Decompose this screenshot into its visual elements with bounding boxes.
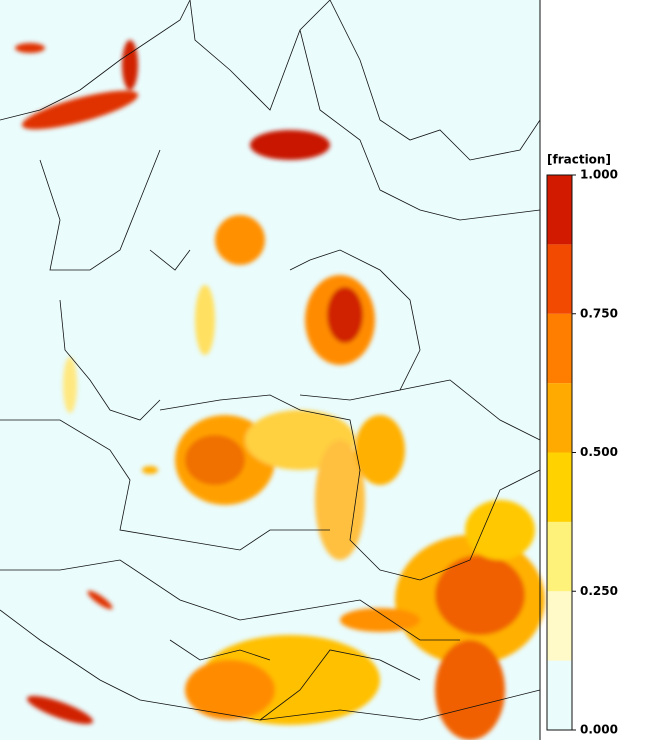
colorbar-tick-label: 0.500 — [580, 445, 618, 459]
colorbar-band — [547, 313, 572, 384]
colorbar-band — [547, 660, 572, 730]
colorbar-band — [547, 383, 572, 453]
colorbar-tick-label: 0.000 — [580, 723, 618, 737]
colorbar-tick-label: 0.750 — [580, 306, 618, 320]
colorbar-band — [547, 521, 572, 592]
colorbar-band — [547, 175, 572, 245]
fraction-field — [15, 40, 545, 740]
colorbar-tick-label: 1.000 — [580, 168, 618, 182]
borders — [0, 0, 541, 721]
colorbar-band — [547, 244, 572, 314]
colorbar-label: [fraction] — [547, 153, 611, 167]
colorbar-band — [547, 591, 572, 661]
colorbar-band — [547, 452, 572, 522]
colorbar-tick-label: 0.250 — [580, 584, 618, 598]
